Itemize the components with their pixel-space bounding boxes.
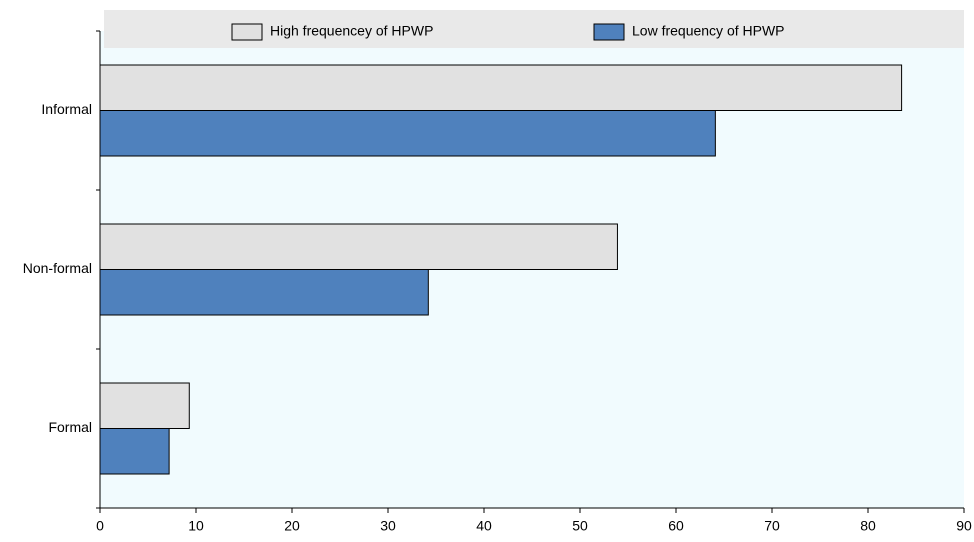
legend-swatch <box>231 23 263 41</box>
bar <box>99 269 429 316</box>
bar <box>99 428 170 475</box>
x-tick-label: 50 <box>572 518 588 534</box>
x-tick-label: 80 <box>860 518 876 534</box>
x-tick-label: 20 <box>284 518 300 534</box>
x-tick-label: 40 <box>476 518 492 534</box>
y-tick-label: Informal <box>41 101 92 117</box>
legend-label: High frequencey of HPWP <box>270 23 433 39</box>
x-tick-label: 60 <box>668 518 684 534</box>
x-tick-label: 90 <box>956 518 972 534</box>
bar <box>99 64 903 111</box>
x-tick-label: 0 <box>96 518 104 534</box>
y-tick-label: Non-formal <box>23 260 92 276</box>
x-tick-label: 30 <box>380 518 396 534</box>
bar <box>99 110 716 157</box>
legend-swatch <box>593 23 625 41</box>
x-tick-label: 10 <box>188 518 204 534</box>
x-tick-label: 70 <box>764 518 780 534</box>
y-tick-label: Formal <box>48 419 92 435</box>
bar <box>99 382 190 429</box>
legend-label: Low frequency of HPWP <box>632 23 785 39</box>
bar <box>99 223 618 270</box>
